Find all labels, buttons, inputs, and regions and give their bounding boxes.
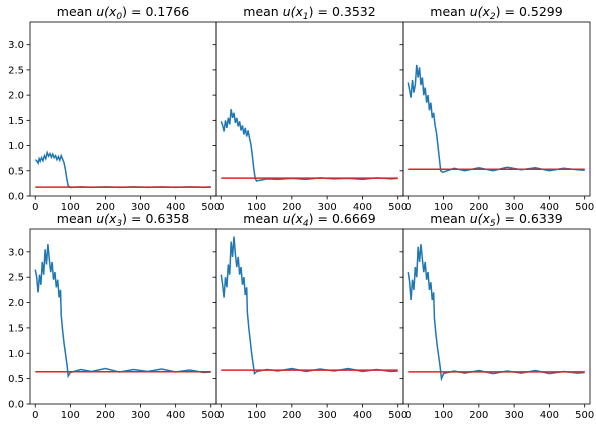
subplot-5: mean u(x5) = 0.6339 0 100 200 300 400 500	[399, 211, 594, 421]
x-tick-label: 500	[388, 410, 407, 421]
x-tick-label: 0	[405, 410, 411, 421]
axes-frame	[402, 228, 591, 405]
axes-frame	[402, 21, 591, 197]
x-tick-label: 400	[353, 410, 372, 421]
x-tick-label: 0	[218, 410, 224, 421]
series-trace	[220, 109, 398, 182]
x-tick-label: 300	[505, 202, 524, 213]
subplot-title: mean u(x3) = 0.6358	[57, 211, 189, 229]
x-tick-label: 0	[218, 202, 224, 213]
x-tick-label: 200	[469, 410, 488, 421]
subplot-title: mean u(x0) = 0.1766	[57, 4, 189, 22]
x-tick-label: 0	[32, 202, 38, 213]
x-tick-label: 100	[247, 410, 266, 421]
subplot-0: mean u(x0) = 0.1766 0 100 200 300 400 500 0.0 0.…	[8, 4, 220, 213]
y-tick-label: 0.5	[8, 374, 24, 385]
y-tick-label: 0.0	[8, 192, 24, 203]
x-tick-label: 200	[469, 202, 488, 213]
series-trace	[34, 150, 211, 189]
y-tick-label: 1.5	[8, 116, 24, 127]
series-trace	[220, 236, 398, 376]
x-tick-label: 0	[405, 202, 411, 213]
x-tick-label: 400	[540, 202, 559, 213]
subplot-2: mean u(x2) = 0.5299 0 100 200 300 400 500	[399, 4, 594, 213]
y-tick-label: 2.5	[8, 65, 24, 76]
x-tick-label: 0	[32, 410, 38, 421]
x-tick-label: 300	[318, 202, 337, 213]
subplot-title: mean u(x5) = 0.6339	[430, 211, 562, 229]
subplot-title: mean u(x4) = 0.6669	[243, 211, 375, 229]
x-tick-label: 100	[61, 202, 80, 213]
y-tick-label: 3.0	[8, 40, 24, 51]
x-tick-label: 300	[505, 410, 524, 421]
x-tick-label: 100	[434, 202, 453, 213]
x-tick-label: 400	[166, 202, 185, 213]
series-trace	[407, 244, 585, 382]
x-tick-label: 500	[388, 202, 407, 213]
x-tick-label: 500	[201, 410, 220, 421]
x-tick-label: 100	[61, 410, 80, 421]
series-trace	[407, 64, 585, 174]
x-tick-label: 400	[353, 202, 372, 213]
x-tick-label: 200	[282, 202, 301, 213]
x-tick-label: 500	[575, 202, 594, 213]
subplot-3: mean u(x3) = 0.6358 0 100 200 300 400 500 0.0 0.…	[8, 211, 220, 421]
y-tick-label: 1.0	[8, 141, 24, 152]
y-tick-label: 0.0	[8, 400, 24, 411]
y-tick-label: 3.0	[8, 247, 24, 258]
x-tick-label: 200	[282, 410, 301, 421]
x-tick-label: 200	[96, 202, 115, 213]
x-tick-label: 500	[201, 202, 220, 213]
y-tick-label: 1.5	[8, 323, 24, 334]
subplot-4: mean u(x4) = 0.6669 0 100 200 300 400 500	[212, 211, 407, 421]
subplot-1: mean u(x1) = 0.3532 0 100 200 300 400 500	[212, 4, 407, 213]
y-tick-label: 1.0	[8, 349, 24, 360]
subplot-title: mean u(x2) = 0.5299	[430, 4, 562, 22]
y-tick-label: 2.5	[8, 273, 24, 284]
axes-frame	[215, 228, 404, 405]
x-tick-label: 400	[166, 410, 185, 421]
x-tick-label: 300	[318, 410, 337, 421]
x-tick-label: 400	[540, 410, 559, 421]
y-tick-label: 2.0	[8, 91, 24, 102]
x-tick-label: 300	[131, 202, 150, 213]
y-tick-label: 0.5	[8, 166, 24, 177]
axes-frame	[215, 21, 404, 197]
x-tick-label: 500	[575, 410, 594, 421]
x-tick-label: 100	[247, 202, 266, 213]
x-tick-label: 100	[434, 410, 453, 421]
subplot-title: mean u(x1) = 0.3532	[243, 4, 375, 22]
y-tick-label: 2.0	[8, 298, 24, 309]
x-tick-label: 300	[131, 410, 150, 421]
axes-frame	[29, 21, 217, 197]
axes-frame	[29, 228, 217, 405]
x-tick-label: 200	[96, 410, 115, 421]
series-trace	[34, 244, 211, 379]
